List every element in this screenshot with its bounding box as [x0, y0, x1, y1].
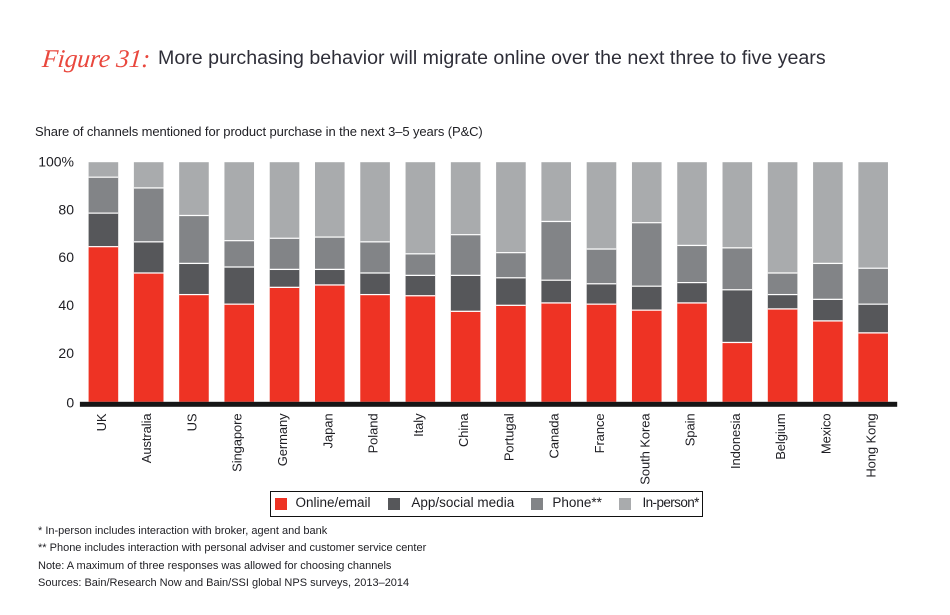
svg-text:Mexico: Mexico — [818, 414, 833, 455]
svg-text:100%: 100% — [38, 153, 74, 169]
svg-text:Spain: Spain — [683, 414, 698, 447]
svg-text:South Korea: South Korea — [637, 413, 652, 485]
svg-text:Indonesia: Indonesia — [728, 413, 743, 469]
svg-text:Portugal: Portugal — [501, 413, 516, 461]
svg-text:Japan: Japan — [320, 414, 335, 449]
svg-text:20: 20 — [58, 345, 74, 361]
svg-text:80: 80 — [58, 201, 74, 217]
svg-text:Belgium: Belgium — [773, 414, 788, 460]
svg-text:Poland: Poland — [366, 414, 381, 454]
svg-text:UK: UK — [94, 413, 109, 431]
svg-text:Germany: Germany — [275, 413, 290, 466]
svg-text:60: 60 — [58, 249, 74, 265]
svg-text:Italy: Italy — [411, 413, 426, 437]
svg-text:US: US — [184, 413, 199, 431]
svg-text:China: China — [456, 413, 471, 447]
svg-text:0: 0 — [66, 394, 74, 410]
svg-text:Australia: Australia — [139, 413, 154, 464]
svg-text:Canada: Canada — [547, 413, 562, 459]
svg-text:Hong Kong: Hong Kong — [864, 414, 879, 478]
svg-text:40: 40 — [58, 297, 74, 313]
svg-text:Singapore: Singapore — [230, 414, 245, 472]
svg-text:France: France — [592, 414, 607, 454]
